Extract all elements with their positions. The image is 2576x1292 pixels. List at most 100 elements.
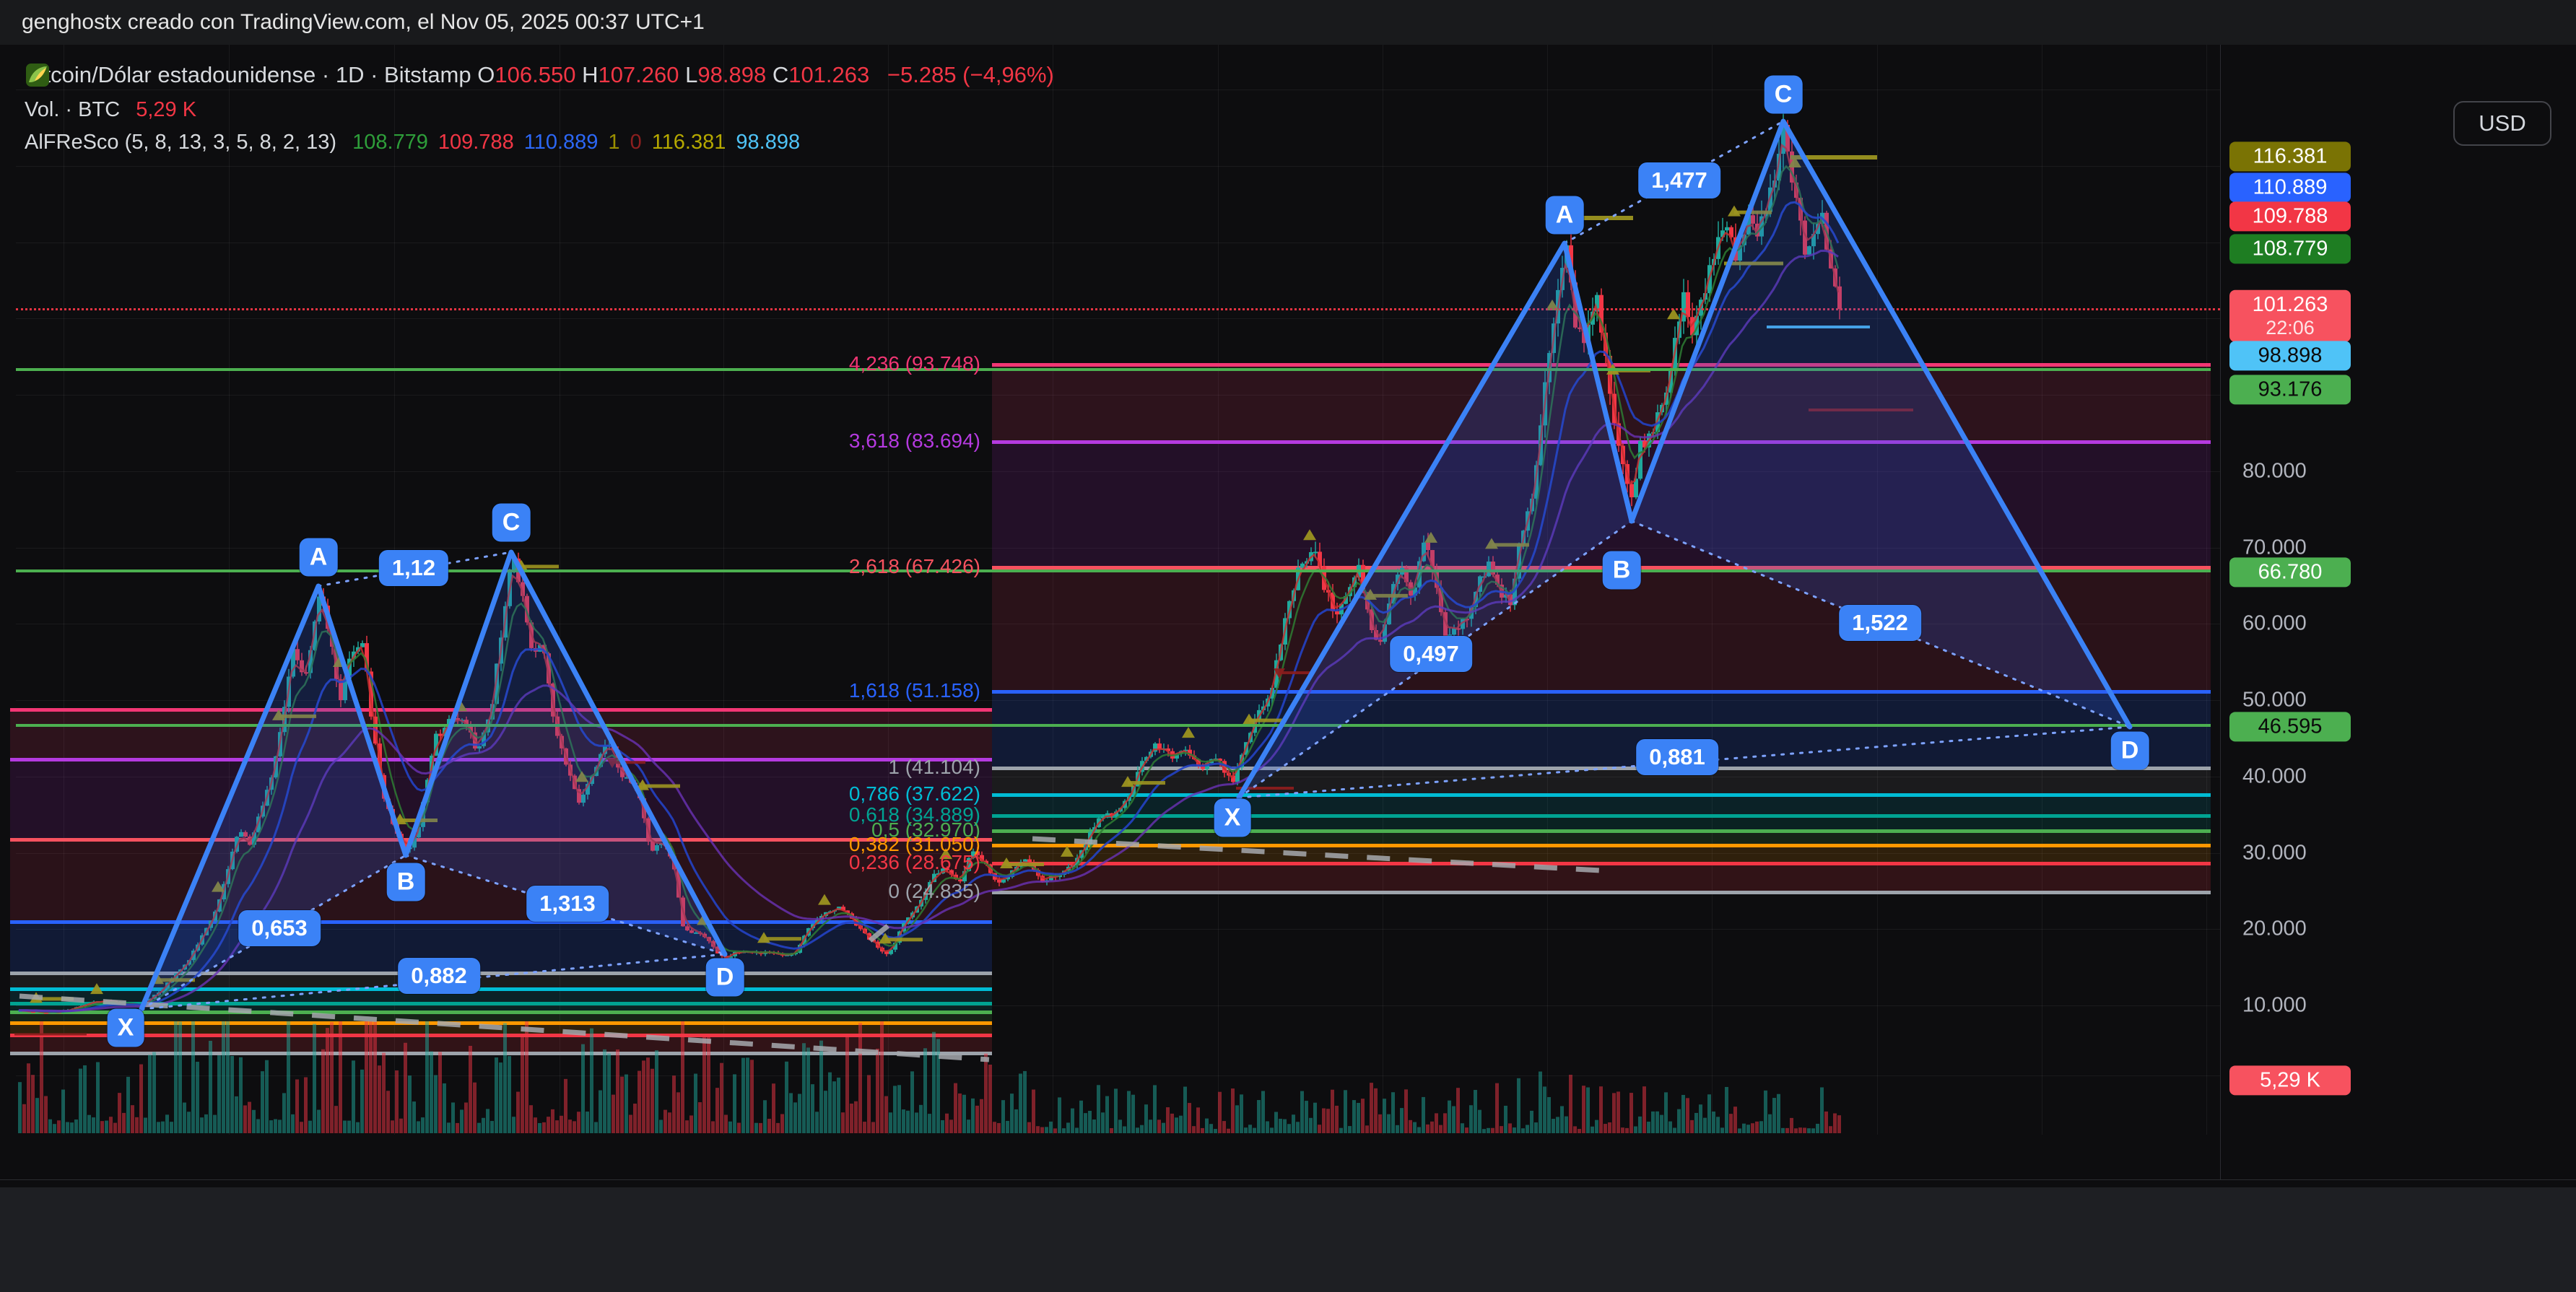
currency-toggle-button[interactable]: USD — [2453, 101, 2551, 146]
fib-band-right — [992, 442, 2211, 567]
fib-level-label: 0 (24.835) — [888, 880, 980, 902]
fib-level-line-left — [10, 1034, 992, 1037]
price-axis-chip: 116.381 — [2229, 141, 2351, 172]
indicator-value: 1 — [608, 131, 620, 154]
fib-band-right — [992, 845, 2211, 863]
horizontal-gridline — [16, 166, 2220, 167]
fib-level-line-right — [992, 690, 2211, 694]
pattern-ratio-label[interactable]: 1,313 — [526, 886, 609, 922]
pattern-drawings-canvas[interactable] — [0, 45, 2576, 1187]
candlestick-canvas[interactable] — [0, 45, 2576, 1187]
volume-legend-row[interactable]: Vol. · BTC 5,29 K — [25, 98, 1054, 122]
right-xabcd-drawing — [1236, 118, 2133, 800]
fib-level-line-left — [10, 1002, 992, 1005]
indicator-value: 0 — [630, 131, 642, 154]
pattern-point-c-handle[interactable]: C — [1764, 75, 1803, 114]
price-axis-chip: 110.889 — [2229, 173, 2351, 203]
pattern-point-c-handle[interactable]: C — [492, 503, 531, 542]
pattern-ratio-label[interactable]: 0,881 — [1636, 739, 1718, 775]
fib-band-right — [992, 816, 2211, 831]
fib-level-line-right — [992, 862, 2211, 865]
pattern-ratio-label[interactable]: 0,653 — [238, 910, 321, 946]
horizontal-gridline — [16, 395, 2220, 396]
fib-band-right — [992, 691, 2211, 768]
indicator-params: (5, 8, 13, 3, 5, 8, 2, 13) — [124, 131, 337, 154]
indicator-value: 110.889 — [523, 131, 599, 154]
alert-horizontal-line[interactable] — [16, 569, 2211, 572]
price-axis-chip: 66.780 — [2229, 557, 2351, 588]
pattern-point-b-handle[interactable]: B — [386, 863, 425, 902]
fib-level-line-left — [10, 758, 992, 761]
fib-band-right — [992, 567, 2211, 691]
fib-level-label: 0,236 (28.675) — [848, 851, 980, 873]
fib-band-right — [992, 863, 2211, 892]
pattern-point-d-handle[interactable]: D — [2110, 731, 2149, 770]
vertical-gridline — [2206, 45, 2207, 1135]
price-axis-chip: 5,29 K — [2229, 1065, 2351, 1096]
fib-level-line-right — [992, 363, 2211, 367]
ohlc-key: L — [679, 62, 698, 87]
vertical-gridline — [1547, 45, 1548, 1135]
alert-horizontal-line[interactable] — [16, 368, 2211, 371]
fib-level-label: 2,618 (67.426) — [848, 555, 980, 577]
fib-band-right — [992, 768, 2211, 795]
horizontal-gridline — [16, 318, 2220, 319]
footer: TradingView — [0, 1187, 2576, 1292]
indicator-legend-row[interactable]: AlFReSco (5, 8, 13, 3, 5, 8, 2, 13) 108.… — [25, 64, 1054, 154]
pattern-point-x-handle[interactable]: X — [1214, 798, 1251, 837]
ma-ribbon-layer — [18, 143, 1840, 1013]
pattern-point-a-handle[interactable]: A — [1545, 196, 1584, 235]
price-axis-chip: 98.898 — [2229, 341, 2351, 371]
fib-band-left — [10, 973, 992, 989]
pattern-point-d-handle[interactable]: D — [705, 958, 744, 997]
fib-level-label: 0,5 (32.970) — [871, 819, 980, 841]
current-price-line — [16, 308, 2220, 310]
fib-level-line-right — [992, 793, 2211, 797]
price-tick-label: 70.000 — [2242, 536, 2307, 559]
fib-level-line-left — [10, 1011, 992, 1014]
horizontal-gridline — [16, 929, 2220, 930]
price-tick-label: 80.000 — [2242, 459, 2307, 483]
symbol-title: Bitcoin/Dólar estadounidense — [25, 62, 316, 87]
pattern-point-a-handle[interactable]: A — [299, 538, 338, 577]
pattern-ratio-label[interactable]: 1,522 — [1839, 605, 1921, 641]
indicator-value: 108.779 — [352, 131, 428, 154]
pattern-point-b-handle[interactable]: B — [1602, 551, 1641, 590]
price-axis-chip: 93.176 — [2229, 375, 2351, 405]
pattern-ratio-label[interactable]: 0,497 — [1390, 636, 1472, 672]
fib-band-left — [10, 1003, 992, 1012]
ohlc-key: O — [477, 62, 495, 87]
fib-level-line-left — [10, 1052, 992, 1055]
fib-level-label: 0,786 (37.622) — [848, 782, 980, 805]
change-value: −5.285 (−4,96%) — [887, 62, 1054, 87]
fib-band-left — [10, 989, 992, 1003]
watermark-bar: genghostx creado con TradingView.com, el… — [0, 0, 2576, 45]
dashed-trendline — [868, 916, 900, 943]
vertical-gridline — [1218, 45, 1219, 1135]
alert-horizontal-line[interactable] — [16, 724, 2211, 727]
vertical-gridline — [1712, 45, 1713, 1135]
fib-level-line-right — [992, 829, 2211, 833]
price-tick-label: 20.000 — [2242, 917, 2307, 940]
symbol-legend-row[interactable]: Bitcoin/Dólar estadounidense · 1D · Bits… — [25, 62, 1054, 87]
ohlc-value: 98.898 — [697, 62, 767, 87]
ohlc-value: 107.260 — [598, 62, 679, 87]
interval-label: 1D — [335, 62, 365, 87]
price-axis-chip: 109.788 — [2229, 201, 2351, 232]
dashed-trendline — [1032, 836, 1614, 874]
pattern-point-x-handle[interactable]: X — [107, 1008, 144, 1047]
vertical-gridline — [394, 45, 395, 1135]
price-tick-label: 60.000 — [2242, 611, 2307, 635]
price-tick-label: 50.000 — [2242, 688, 2307, 712]
vertical-gridline — [1877, 45, 1878, 1135]
indicator-value: 116.381 — [651, 131, 726, 154]
indicator-name: AlFReSco — [25, 131, 119, 154]
horizontal-gridline — [16, 1075, 2220, 1076]
pattern-ratio-label[interactable]: 1,12 — [378, 550, 449, 586]
chart-pane[interactable]: X A B C D 1,12 0,653 0,882 1,313 X A B C D 1,477 0,497 0… — [0, 45, 2576, 1233]
pattern-ratio-label[interactable]: 1,477 — [1638, 162, 1720, 198]
pattern-ratio-label[interactable]: 0,882 — [398, 958, 480, 994]
fib-level-line-left — [10, 972, 992, 975]
price-axis[interactable]: 80.000 70.000 60.000 50.000 40.000 30.000 20.0… — [2220, 45, 2576, 1187]
